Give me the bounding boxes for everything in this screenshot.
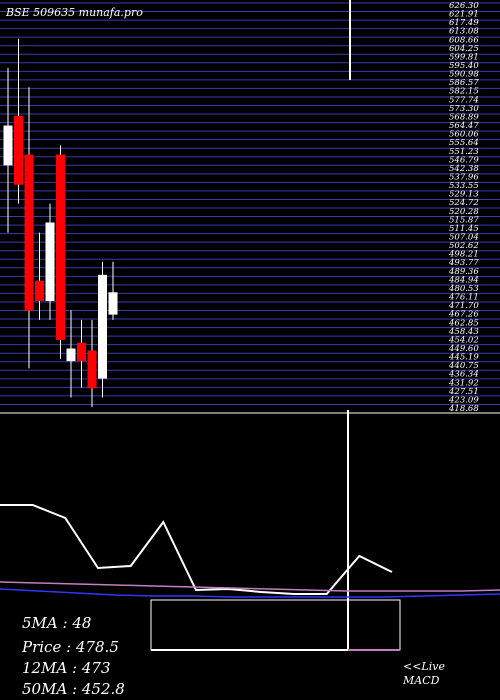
y-tick-label: 608.66 [449,35,479,45]
y-tick-label: 568.89 [449,112,479,122]
y-tick-label: 458.43 [448,327,479,337]
y-tick-label: 423.09 [448,395,479,405]
y-tick-label: 590.98 [449,70,479,80]
candle-body [108,292,118,315]
y-tick-label: 564.47 [449,121,479,131]
candle-body [24,154,34,311]
candle-body [66,348,76,362]
ma12-label: 12MA : 473 [22,659,111,677]
candle-body [14,115,23,185]
y-tick-label: 445.19 [448,353,479,363]
price-grid [0,2,500,414]
macd-series-line [0,588,500,598]
y-tick-label: 462.85 [448,318,479,328]
y-tick-label: 533.55 [449,181,479,191]
y-tick-label: 476.11 [448,293,479,303]
candle-body [3,125,13,166]
y-tick-label: 484.94 [448,275,479,285]
y-tick-label: 626.30 [449,1,479,11]
y-tick-label: 573.30 [449,104,479,114]
y-tick-label: 524.72 [449,198,479,208]
y-tick-label: 560.06 [449,130,479,140]
candle-body [56,154,65,340]
macd-series-line [0,581,500,592]
macd-panel [0,504,500,598]
y-tick-label: 440.75 [448,361,479,371]
y-tick-label: 431.92 [448,378,479,388]
y-tick-label: 493.77 [448,258,479,268]
y-tick-label: 436.34 [448,370,479,380]
y-tick-label: 498.21 [448,250,479,260]
candle-body [45,222,55,302]
y-tick-label: 511.45 [449,224,479,234]
y-tick-label: 449.60 [448,344,479,354]
y-tick-label: 529.13 [449,190,479,200]
y-tick-label: 577.74 [449,95,479,105]
y-tick-label: 502.62 [449,241,479,251]
ma50-label: 50MA : 452.8 [22,680,125,698]
y-tick-label: 555.64 [449,138,479,148]
y-tick-label: 467.26 [448,310,479,320]
price-axis-ticks: 626.30621.91617.49613.08608.66604.25599.… [448,1,479,414]
price-label: Price : 478.5 [21,638,119,656]
live-link[interactable]: <<Live [403,660,445,673]
y-tick-label: 537.96 [449,172,479,182]
y-tick-label: 515.87 [449,215,479,225]
y-tick-label: 520.28 [449,207,479,217]
y-tick-label: 599.81 [449,52,479,62]
ma5-label: 5MA : 48 [22,614,91,632]
y-tick-label: 471.70 [448,301,479,311]
y-tick-label: 480.53 [448,284,479,294]
y-tick-label: 551.23 [449,147,479,157]
candlesticks [3,38,118,408]
y-tick-label: 582.15 [449,87,479,97]
y-tick-label: 542.38 [449,164,479,174]
y-tick-label: 586.57 [449,78,479,88]
y-tick-label: 595.40 [449,61,479,71]
y-tick-label: 489.36 [448,267,479,277]
candle-body [77,342,86,362]
candle-body [35,280,44,302]
macd-label: MACD [402,674,440,687]
chart-title: BSE 509635 munafa.pro [5,6,143,19]
y-tick-label: 617.49 [449,18,479,28]
candle-body [87,350,97,389]
y-tick-label: 427.51 [448,387,479,397]
y-tick-label: 621.91 [449,10,479,20]
y-tick-label: 613.08 [449,27,479,37]
y-tick-label: 454.02 [448,335,479,345]
y-tick-label: 507.04 [449,233,479,243]
y-tick-label: 546.79 [449,155,479,165]
y-tick-label: 418.68 [448,404,479,414]
y-tick-label: 604.25 [449,44,479,54]
candle-body [98,274,107,379]
macd-series-line [0,504,393,595]
